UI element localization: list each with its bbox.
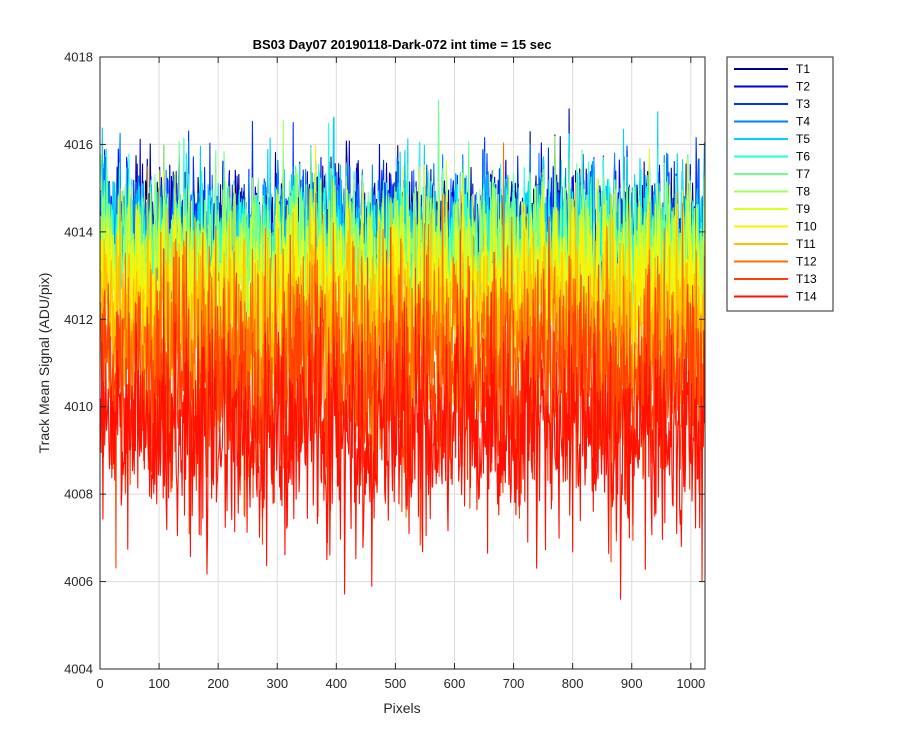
x-axis-label: Pixels (383, 700, 420, 716)
y-tick-label: 4006 (64, 574, 93, 589)
x-tick-label: 700 (503, 676, 525, 691)
legend-label-t6: T6 (796, 150, 810, 164)
legend-label-t2: T2 (796, 80, 810, 94)
plot-frame (99, 56, 706, 670)
legend: T1 T2 T3 T4 T5 T6 T7 T8 T9 T10 T11 T12 T13 T14 (726, 56, 834, 312)
y-axis-label: Track Mean Signal (ADU/pix) (36, 273, 52, 454)
legend-label-t5: T5 (796, 132, 810, 146)
legend-label-t9: T9 (796, 202, 810, 216)
x-tick-label: 200 (207, 676, 229, 691)
legend-label-t11: T11 (796, 237, 816, 251)
series-line-t14 (100, 248, 706, 600)
y-tick-label: 4010 (64, 399, 93, 414)
y-tick-label: 4018 (64, 50, 93, 65)
x-tick-label: 900 (621, 676, 643, 691)
plot-area: 0 100 200 300 400 500 600 700 800 900 1000 4004 4006… (64, 50, 706, 692)
y-tick-label: 4004 (64, 662, 93, 677)
x-tick-label: 1000 (676, 676, 705, 691)
axis-ticks: 0 100 200 300 400 500 600 700 800 900 1000 4004 4006… (64, 50, 705, 692)
x-tick-label: 600 (444, 676, 466, 691)
legend-label-t4: T4 (796, 115, 810, 129)
y-tick-label: 4012 (64, 312, 93, 327)
y-tick-label: 4008 (64, 487, 93, 502)
y-tick-label: 4014 (64, 224, 93, 239)
legend-box (726, 56, 834, 312)
legend-label-t14: T14 (796, 290, 817, 304)
x-tick-label: 300 (266, 676, 288, 691)
legend-label-t3: T3 (796, 97, 810, 111)
x-tick-label: 400 (325, 676, 347, 691)
x-tick-label: 800 (562, 676, 584, 691)
legend-label-t12: T12 (796, 255, 817, 269)
legend-label-t13: T13 (796, 272, 817, 286)
legend-label-t1: T1 (796, 62, 810, 76)
x-tick-label: 500 (385, 676, 407, 691)
legend-items: T1 T2 T3 T4 T5 T6 T7 T8 T9 T10 T11 T12 T13 T14 (734, 62, 817, 304)
x-tick-label: 100 (148, 676, 170, 691)
legend-label-t7: T7 (796, 167, 810, 181)
y-tick-label: 4016 (64, 137, 93, 152)
chart-title: BS03 Day07 20190118-Dark-072 int time = … (253, 37, 552, 52)
series-lines (100, 99, 706, 600)
legend-label-t10: T10 (796, 220, 817, 234)
x-tick-label: 0 (96, 676, 103, 691)
legend-label-t8: T8 (796, 185, 810, 199)
